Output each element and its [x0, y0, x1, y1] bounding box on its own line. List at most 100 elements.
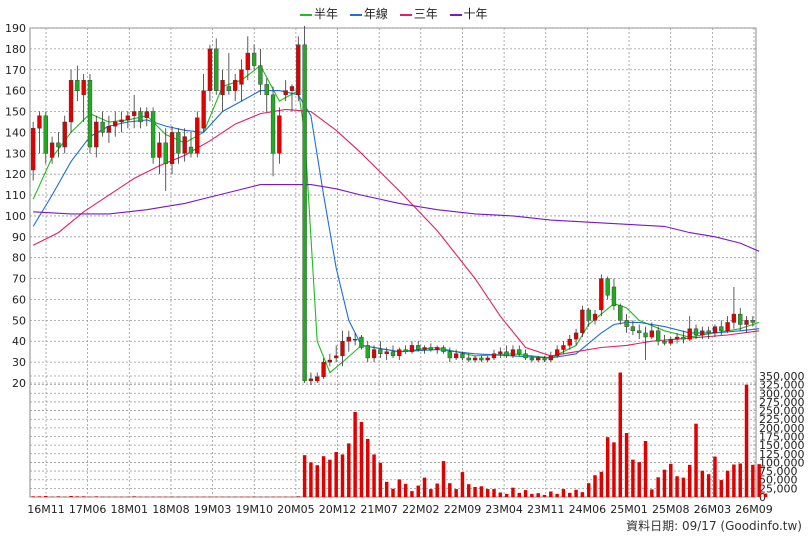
legend-item-three-year: 三年 — [399, 5, 438, 22]
volume-bar — [163, 496, 168, 498]
volume-bar — [511, 487, 515, 497]
volume-bar — [473, 486, 477, 497]
data-date-credit: 資料日期: 09/17 (Goodinfo.tw) — [626, 519, 802, 533]
x-tick-label: 25M08 — [652, 503, 690, 516]
candle-body — [49, 142, 55, 158]
volume-bar — [656, 477, 660, 497]
x-tick-label: 21M07 — [360, 503, 398, 516]
volume-tick-label: 25,000 — [759, 482, 798, 495]
candle-body — [573, 332, 579, 340]
volume-bar — [107, 496, 111, 498]
candle-body — [706, 330, 711, 334]
candle-body — [321, 361, 326, 377]
candle-body — [68, 80, 74, 123]
volume-bar — [410, 491, 414, 497]
candle-body — [637, 330, 642, 334]
volume-bar — [347, 443, 351, 497]
candle-body — [207, 48, 213, 91]
volume-bar — [429, 489, 433, 497]
volume-bar — [391, 488, 395, 497]
x-tick-label: 23M04 — [485, 503, 523, 516]
volume-bar — [309, 462, 313, 497]
candle-body — [30, 128, 36, 171]
candle-body — [132, 111, 137, 116]
volume-bar — [498, 492, 503, 497]
candle-body — [106, 125, 112, 133]
volume-bar — [252, 496, 256, 498]
volume-bar — [119, 496, 124, 498]
legend-swatch — [349, 13, 362, 16]
candle-body — [283, 90, 288, 96]
volume-bar — [56, 496, 61, 497]
volume-bar — [328, 459, 332, 497]
volume-tick-label: 175,000 — [759, 431, 805, 444]
price-tick-label: 150 — [5, 106, 26, 119]
price-tick-label: 190 — [5, 22, 26, 35]
volume-bar — [69, 495, 73, 497]
candle-body — [618, 305, 623, 321]
volume-bar — [233, 496, 237, 498]
volume-bar — [397, 479, 402, 497]
volume-bar — [353, 411, 357, 497]
plot-area — [29, 27, 757, 498]
legend-swatch — [300, 13, 312, 16]
candle-body — [548, 355, 553, 361]
legend-label: 年線 — [363, 7, 388, 21]
candle-body — [94, 121, 99, 148]
volume-bar — [757, 464, 761, 497]
x-tick-label: 20M12 — [319, 503, 357, 516]
volume-bar — [675, 476, 679, 497]
volume-bar — [435, 483, 439, 497]
candle-body — [460, 353, 465, 359]
volume-bar — [574, 489, 578, 497]
volume-bar — [568, 492, 572, 497]
x-tick-label: 25M01 — [610, 503, 648, 516]
candle-body — [176, 132, 181, 154]
candle-body — [138, 111, 143, 123]
candle-body — [719, 326, 724, 331]
candle-body — [289, 86, 295, 91]
volume-bar — [321, 456, 326, 497]
candle-body — [655, 330, 661, 342]
price-tick-label: 120 — [5, 168, 26, 181]
candle-body — [693, 328, 699, 336]
candle-body — [479, 357, 484, 361]
volume-bar — [113, 496, 117, 498]
volume-bar — [315, 465, 319, 497]
volume-bar — [138, 496, 143, 498]
candle-body — [554, 349, 560, 357]
volume-tick-label: 50,000 — [759, 474, 798, 487]
volume-bar — [637, 462, 641, 497]
volume-bar — [195, 496, 200, 498]
legend-label: 十年 — [463, 7, 488, 21]
candle-body — [182, 136, 187, 154]
volume-bar — [145, 496, 149, 498]
candle-body — [750, 320, 756, 323]
candle-body — [592, 313, 598, 321]
volume-bar — [189, 496, 193, 498]
candle-body — [472, 357, 478, 361]
candle-body — [681, 336, 686, 340]
volume-bar — [422, 477, 427, 497]
ma-line — [32, 64, 760, 374]
candle-body — [731, 313, 737, 323]
candle-body — [352, 338, 358, 341]
volume-bar — [151, 496, 155, 498]
candle-body — [251, 52, 257, 66]
x-tick-label: 24M06 — [569, 503, 607, 516]
volume-bar — [94, 496, 99, 497]
volume-bar — [208, 496, 212, 498]
volume-bar — [290, 496, 294, 498]
volume-bar — [100, 496, 105, 498]
volume-tick-label: 225,000 — [759, 413, 805, 426]
legend-item-year: 年線 — [349, 5, 388, 22]
candle-body — [466, 357, 471, 361]
candle-body — [75, 80, 80, 91]
candle-body — [416, 345, 421, 350]
candle-body — [649, 330, 654, 338]
volume-bar — [530, 493, 534, 497]
candle-body — [397, 349, 402, 357]
candle-body — [523, 353, 528, 359]
volume-bar — [454, 489, 458, 497]
volume-bar — [372, 454, 376, 497]
